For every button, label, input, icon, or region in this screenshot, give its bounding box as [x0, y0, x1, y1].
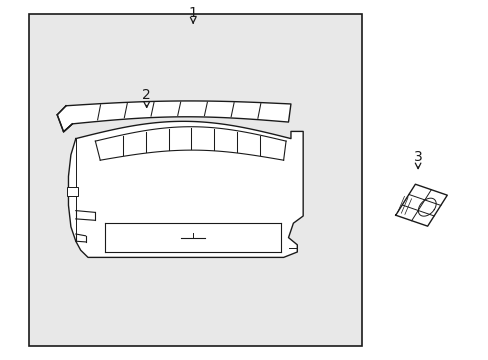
Polygon shape: [57, 101, 290, 132]
Text: 3: 3: [413, 150, 422, 163]
Bar: [67, 187, 78, 196]
Text: 2: 2: [142, 89, 151, 102]
Polygon shape: [68, 121, 303, 257]
Bar: [29, 14, 361, 346]
Text: 1: 1: [188, 6, 197, 19]
Polygon shape: [395, 184, 447, 226]
